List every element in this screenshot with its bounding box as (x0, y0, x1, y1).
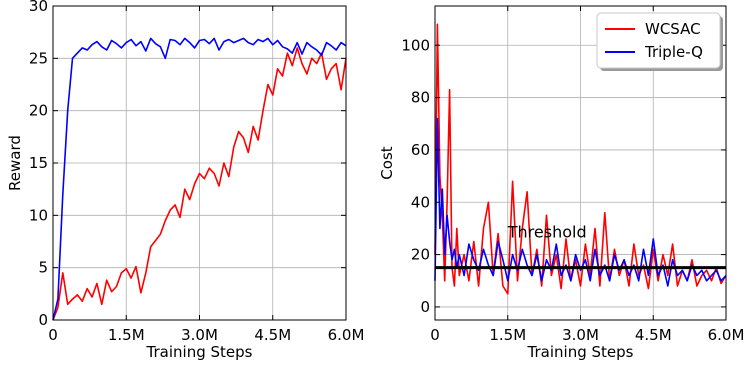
y-tick-label: 30 (29, 0, 48, 15)
series-line-series-1 (52, 37, 347, 321)
series-line-wcsac (434, 23, 727, 295)
threshold-label: Threshold (507, 223, 587, 242)
x-tick-label: 6.0M (328, 326, 365, 344)
x-axis-label: Training Steps (527, 343, 634, 361)
y-axis-label: Cost (378, 146, 396, 179)
y-tick-label: 20 (411, 246, 430, 264)
legend-label: WCSAC (645, 20, 701, 38)
y-tick-label: 80 (411, 89, 430, 107)
x-tick-label: 3.0M (562, 326, 599, 344)
x-tick-label: 1.5M (108, 326, 145, 344)
y-tick-label: 60 (411, 141, 430, 159)
x-tick-label: 4.5M (254, 326, 291, 344)
x-axis-label: Training Steps (146, 343, 253, 361)
reward-chart: 0 1.5M 3.0M 4.5M 6.0M 0 5 10 15 20 25 30 Training St… (6, 0, 364, 361)
y-tick-label: 20 (29, 102, 48, 120)
y-axis-label: Reward (6, 135, 24, 191)
x-tick-label: 6.0M (708, 326, 745, 344)
x-tick-label: 0 (48, 326, 58, 344)
series-line-triple-q (434, 117, 727, 287)
y-tick-label: 40 (411, 193, 430, 211)
y-tick-label: 25 (29, 49, 48, 67)
series-line-series-0 (52, 47, 347, 321)
cost-chart: Threshold 0 1.5M 3.0M 4.5M 6.0M 0 20 40 60 80 100 Tr… (378, 5, 745, 361)
legend-box (596, 12, 721, 69)
y-tick-label: 0 (420, 298, 430, 316)
x-tick-label: 4.5M (635, 326, 672, 344)
legend-label: Triple-Q (644, 43, 703, 61)
y-tick-label: 5 (38, 259, 48, 277)
y-tick-label: 10 (29, 206, 48, 224)
x-tick-label: 0 (430, 326, 440, 344)
x-tick-label: 3.0M (181, 326, 218, 344)
y-tick-label: 0 (38, 311, 48, 329)
y-tick-label: 15 (29, 154, 48, 172)
y-tick-label: 100 (401, 36, 430, 54)
x-tick-label: 1.5M (489, 326, 526, 344)
